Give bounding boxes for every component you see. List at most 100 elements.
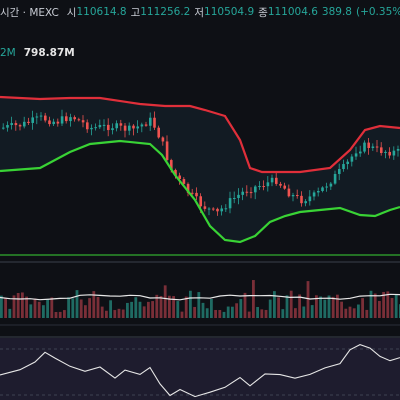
- volume-bar: [373, 293, 377, 318]
- oscillator-line: [0, 344, 400, 398]
- volume-bar: [210, 299, 213, 318]
- volume-bar: [386, 291, 390, 318]
- candle-body: [262, 186, 265, 188]
- candle-body: [212, 208, 215, 210]
- candle-body: [241, 191, 244, 195]
- volume-bar: [310, 305, 314, 318]
- candle-body: [60, 116, 64, 124]
- volume-bar: [361, 298, 364, 318]
- close-value: 111004.6: [267, 6, 318, 18]
- low-label: 저: [194, 6, 205, 19]
- candle-body: [90, 127, 93, 130]
- volume-bar: [268, 299, 272, 318]
- volume-bar: [306, 281, 310, 318]
- open-value: 110614.8: [76, 6, 127, 18]
- candle-body: [384, 151, 387, 153]
- candle-body: [191, 192, 194, 194]
- volume-bar: [109, 300, 112, 318]
- candle-body: [77, 119, 81, 121]
- candle-body: [270, 177, 274, 183]
- candle-body: [153, 117, 156, 128]
- volume-bar: [63, 310, 66, 318]
- candle-body: [258, 186, 261, 188]
- volume-bar: [176, 301, 180, 318]
- change-percent: (+0.35%): [355, 6, 400, 18]
- volume-bar: [155, 294, 159, 318]
- candle-body: [81, 120, 85, 123]
- candle-body: [18, 125, 22, 127]
- candle-body: [359, 151, 362, 154]
- volume-bar: [180, 311, 184, 318]
- candle-body: [312, 192, 316, 197]
- candle-body: [6, 125, 9, 128]
- candle-body: [140, 124, 144, 127]
- volume-bar: [121, 309, 125, 318]
- candle-body: [354, 153, 358, 157]
- volume-bar: [130, 301, 133, 318]
- candle-body: [279, 183, 282, 186]
- volume-bar: [172, 296, 175, 318]
- volume-bar: [378, 300, 381, 318]
- volume-bar: [226, 306, 230, 318]
- volume-bar: [147, 301, 150, 318]
- candle-body: [52, 121, 55, 125]
- candle-body: [300, 195, 303, 204]
- candle-body: [170, 160, 173, 170]
- candle-body: [94, 127, 97, 129]
- volume-bar: [4, 298, 7, 318]
- candle-body: [35, 116, 39, 118]
- change-value: 389.8: [321, 6, 352, 18]
- ohlc-legend: 시간 · MEXC 시 110614.8 고 111256.2 저 110504.9 …: [0, 4, 400, 20]
- volume-bar: [331, 296, 335, 318]
- candle-body: [203, 206, 207, 209]
- high-label: 고: [130, 6, 141, 19]
- candle-body: [128, 125, 131, 131]
- volume-bar: [184, 296, 188, 318]
- volume-bar: [382, 291, 385, 318]
- volume-bar: [42, 305, 45, 318]
- volume-bar: [16, 292, 20, 318]
- volume-bar: [214, 309, 217, 318]
- candle-body: [338, 169, 341, 174]
- volume-bar: [151, 301, 154, 318]
- symbol-label: 시간 · MEXC: [0, 6, 59, 19]
- volume-bar: [394, 294, 398, 318]
- volume-bar: [197, 292, 201, 318]
- volume-bar: [340, 301, 343, 318]
- candle-body: [325, 186, 328, 188]
- candle-body: [161, 137, 165, 142]
- volume-bar: [285, 295, 289, 318]
- volume-bar: [163, 285, 167, 318]
- volume-bar: [239, 299, 243, 318]
- candle-body: [367, 142, 370, 148]
- candle-body: [107, 124, 110, 131]
- candle-body: [119, 123, 123, 126]
- volume-bar: [138, 301, 142, 318]
- candle-body: [149, 117, 152, 126]
- candle-body: [136, 126, 139, 129]
- candle-body: [228, 198, 232, 209]
- volume-bar: [390, 297, 394, 318]
- volume-bar: [298, 294, 301, 318]
- volume-bar: [33, 298, 37, 318]
- lower-bollinger-band: [0, 139, 400, 244]
- volume-bar: [21, 292, 24, 318]
- volume-bar: [193, 306, 196, 318]
- candle-body: [216, 208, 219, 212]
- volume-bar: [352, 308, 356, 318]
- candle-body: [224, 208, 228, 210]
- volume-bar: [25, 296, 28, 318]
- volume-bar: [218, 310, 222, 318]
- volume-bar: [88, 298, 91, 318]
- candle-body: [27, 121, 30, 123]
- candle-body: [23, 121, 26, 127]
- candle-body: [287, 188, 291, 197]
- volume-bar: [92, 291, 96, 318]
- volume-bar: [159, 295, 163, 318]
- volume-bar: [54, 311, 58, 318]
- candle-body: [14, 123, 18, 126]
- candle-body: [304, 201, 307, 204]
- candle-body: [254, 186, 257, 193]
